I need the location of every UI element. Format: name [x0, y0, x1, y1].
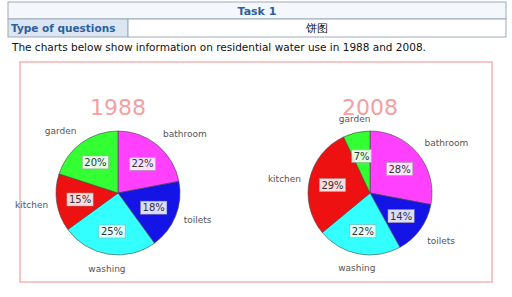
header-row [8, 2, 506, 19]
data-label-group: 25% [99, 225, 125, 238]
pie-slice [370, 131, 432, 205]
slices [56, 131, 180, 255]
data-label-group: 22% [350, 225, 376, 238]
data-label-box [99, 225, 125, 238]
data-label: 22% [352, 226, 374, 237]
category-label: kitchen [268, 174, 301, 184]
data-label-box [388, 210, 414, 223]
data-label-group: 18% [141, 201, 167, 214]
data-label-group: 14% [388, 210, 414, 223]
data-label: 7% [354, 150, 370, 161]
data-label: 28% [389, 163, 411, 174]
data-label-box [350, 225, 376, 238]
category-label: garden [45, 126, 77, 136]
data-label-group: 22% [129, 157, 155, 170]
chart-title: 1988 [90, 95, 146, 120]
category-label: bathroom [163, 129, 207, 139]
category-label: washing [338, 263, 375, 273]
slices [308, 131, 432, 255]
pie-chart: bathroom toilets washing kitchen garden 22% 18… [15, 126, 212, 274]
data-label-box [129, 157, 155, 170]
data-label-group: 29% [319, 179, 345, 192]
category-label: kitchen [15, 200, 48, 210]
chart-frame [20, 62, 492, 282]
page: Task 1 Type of questions 饼图 The charts belo… [0, 0, 512, 297]
data-label-box [352, 149, 372, 162]
pie-slice [308, 137, 370, 233]
data-label: 14% [390, 211, 412, 222]
row-label: Type of questions [11, 22, 115, 34]
data-label: 15% [69, 194, 91, 205]
data-label: 25% [101, 226, 123, 237]
row-value: 饼图 [305, 22, 328, 35]
category-label: toilets [184, 215, 212, 225]
data-label-box [387, 162, 413, 175]
header-title: Task 1 [238, 5, 277, 18]
pie-chart: bathroomtoiletswashingkitchengarden28%14… [268, 114, 468, 273]
header-table: Task 1 Type of questions 饼图 [8, 2, 506, 37]
data-label-group: 28% [387, 162, 413, 175]
data-label: 18% [143, 202, 165, 213]
data-label-box [141, 201, 167, 214]
description: The charts below show information on res… [11, 41, 426, 53]
data-label-box [67, 193, 93, 206]
data-label-box [82, 156, 108, 169]
row-label-cell [8, 19, 128, 37]
pie-slice [59, 131, 118, 193]
category-label: bathroom [424, 138, 468, 148]
data-label: 29% [321, 180, 343, 191]
data-label-group: 15% [67, 193, 93, 206]
category-label: washing [88, 264, 125, 274]
data-label: 22% [131, 158, 153, 169]
data-label-group: 7% [352, 149, 372, 162]
chart-title: 2008 [342, 95, 398, 120]
data-label: 20% [84, 157, 106, 168]
data-label-group: 20% [82, 156, 108, 169]
row-value-cell [128, 19, 506, 37]
category-label: toilets [427, 236, 455, 246]
data-label-box [319, 179, 345, 192]
